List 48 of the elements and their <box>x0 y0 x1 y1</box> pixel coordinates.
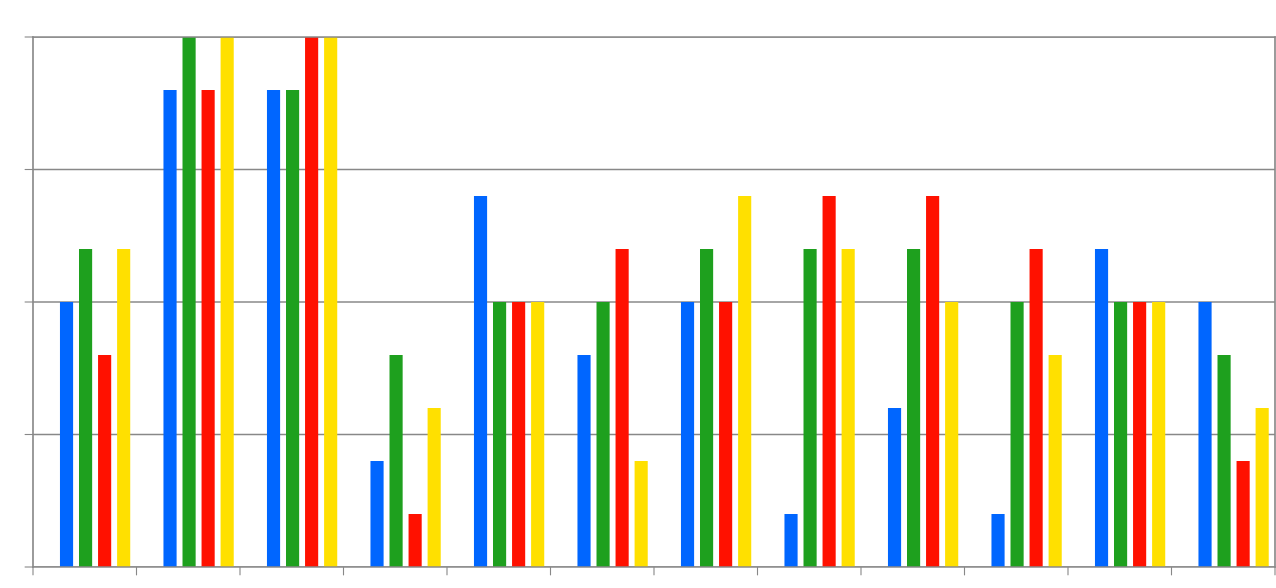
bar <box>596 302 610 567</box>
bar <box>1048 355 1062 567</box>
bar <box>305 37 319 567</box>
bar <box>719 302 733 567</box>
bar <box>803 249 817 567</box>
bar <box>700 249 714 567</box>
bar <box>841 249 855 567</box>
bar <box>512 302 526 567</box>
bar <box>907 249 921 567</box>
bar <box>427 408 441 567</box>
bar <box>531 302 545 567</box>
bar <box>201 90 215 567</box>
bar <box>220 37 234 567</box>
bar <box>738 196 752 567</box>
bar <box>822 196 836 567</box>
bar <box>1198 302 1212 567</box>
bar <box>324 37 338 567</box>
bar <box>117 249 131 567</box>
bar <box>1094 249 1109 567</box>
bar <box>991 514 1005 567</box>
bar <box>1217 355 1231 567</box>
bar <box>370 461 384 567</box>
bar <box>493 302 507 567</box>
bar <box>926 196 940 567</box>
bar <box>1152 302 1166 567</box>
bar <box>577 355 591 567</box>
bar <box>266 90 281 567</box>
bar <box>634 461 648 567</box>
bar <box>1029 249 1043 567</box>
bar <box>887 408 902 567</box>
bar <box>784 514 798 567</box>
bar <box>1010 302 1024 567</box>
bar <box>163 90 177 567</box>
bar <box>408 514 422 567</box>
bar <box>1255 408 1269 567</box>
bar <box>59 302 74 567</box>
bar <box>1114 302 1128 567</box>
bar <box>286 90 300 567</box>
bar <box>182 37 196 567</box>
bar <box>79 249 93 567</box>
bar <box>680 302 695 567</box>
bar <box>473 196 488 567</box>
bar <box>945 302 959 567</box>
bar <box>615 249 629 567</box>
bar <box>1133 302 1147 567</box>
bar <box>1236 461 1250 567</box>
bar <box>389 355 403 567</box>
bar <box>98 355 112 567</box>
